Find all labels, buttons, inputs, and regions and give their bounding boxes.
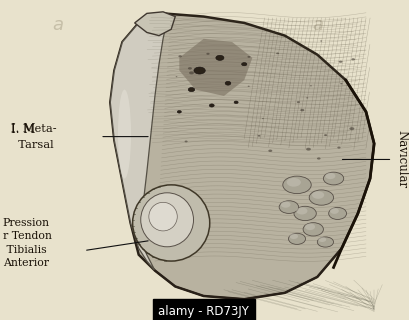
Ellipse shape	[132, 185, 209, 261]
Ellipse shape	[306, 148, 310, 151]
Ellipse shape	[293, 206, 315, 220]
Ellipse shape	[311, 191, 324, 199]
Text: Pression: Pression	[3, 218, 49, 228]
Polygon shape	[110, 13, 167, 271]
Ellipse shape	[296, 207, 307, 214]
Ellipse shape	[261, 118, 263, 119]
Ellipse shape	[316, 157, 320, 160]
Ellipse shape	[177, 111, 181, 113]
Ellipse shape	[306, 97, 308, 99]
Ellipse shape	[280, 201, 290, 208]
Ellipse shape	[329, 208, 338, 214]
Ellipse shape	[299, 109, 303, 111]
Ellipse shape	[324, 173, 335, 179]
Ellipse shape	[351, 58, 354, 60]
Ellipse shape	[276, 52, 279, 54]
Ellipse shape	[188, 88, 194, 92]
Ellipse shape	[338, 60, 342, 63]
Ellipse shape	[319, 40, 321, 42]
Polygon shape	[179, 39, 252, 96]
Text: Navicular: Navicular	[394, 130, 407, 188]
Ellipse shape	[337, 147, 340, 148]
Ellipse shape	[241, 63, 246, 66]
Ellipse shape	[184, 140, 187, 142]
Text: I. Meta-: I. Meta-	[11, 124, 56, 134]
Text: Anterior: Anterior	[3, 258, 49, 268]
Ellipse shape	[286, 178, 300, 187]
Ellipse shape	[308, 190, 333, 205]
Ellipse shape	[215, 55, 223, 60]
Ellipse shape	[288, 233, 305, 244]
Ellipse shape	[193, 67, 205, 74]
Ellipse shape	[257, 135, 260, 137]
Ellipse shape	[302, 223, 323, 236]
Ellipse shape	[206, 53, 209, 55]
Polygon shape	[110, 13, 373, 299]
Ellipse shape	[187, 67, 191, 69]
Ellipse shape	[178, 55, 182, 57]
Text: I. M: I. M	[11, 123, 35, 136]
Ellipse shape	[339, 83, 342, 84]
Ellipse shape	[296, 101, 299, 103]
Ellipse shape	[304, 223, 314, 230]
Ellipse shape	[118, 90, 131, 179]
Polygon shape	[134, 12, 175, 36]
Ellipse shape	[247, 56, 250, 58]
Text: a: a	[311, 15, 322, 34]
Ellipse shape	[175, 76, 177, 77]
Text: Tarsal: Tarsal	[11, 140, 53, 150]
Ellipse shape	[328, 207, 346, 220]
Ellipse shape	[289, 234, 297, 239]
Text: r Tendon: r Tendon	[3, 231, 52, 241]
Ellipse shape	[247, 86, 249, 87]
Ellipse shape	[267, 149, 272, 152]
Ellipse shape	[234, 101, 238, 104]
Ellipse shape	[317, 237, 333, 247]
Ellipse shape	[282, 176, 310, 194]
Ellipse shape	[348, 127, 353, 130]
Ellipse shape	[309, 85, 311, 86]
Ellipse shape	[140, 193, 193, 247]
Ellipse shape	[209, 104, 213, 107]
Text: alamy - RD73JY: alamy - RD73JY	[158, 305, 249, 318]
Text: Tibialis: Tibialis	[3, 244, 46, 255]
Ellipse shape	[323, 134, 326, 136]
Ellipse shape	[279, 201, 298, 213]
Ellipse shape	[148, 202, 177, 231]
Ellipse shape	[189, 71, 193, 74]
Ellipse shape	[323, 172, 343, 185]
Ellipse shape	[317, 237, 326, 242]
Text: a: a	[52, 15, 63, 34]
Ellipse shape	[225, 81, 230, 85]
